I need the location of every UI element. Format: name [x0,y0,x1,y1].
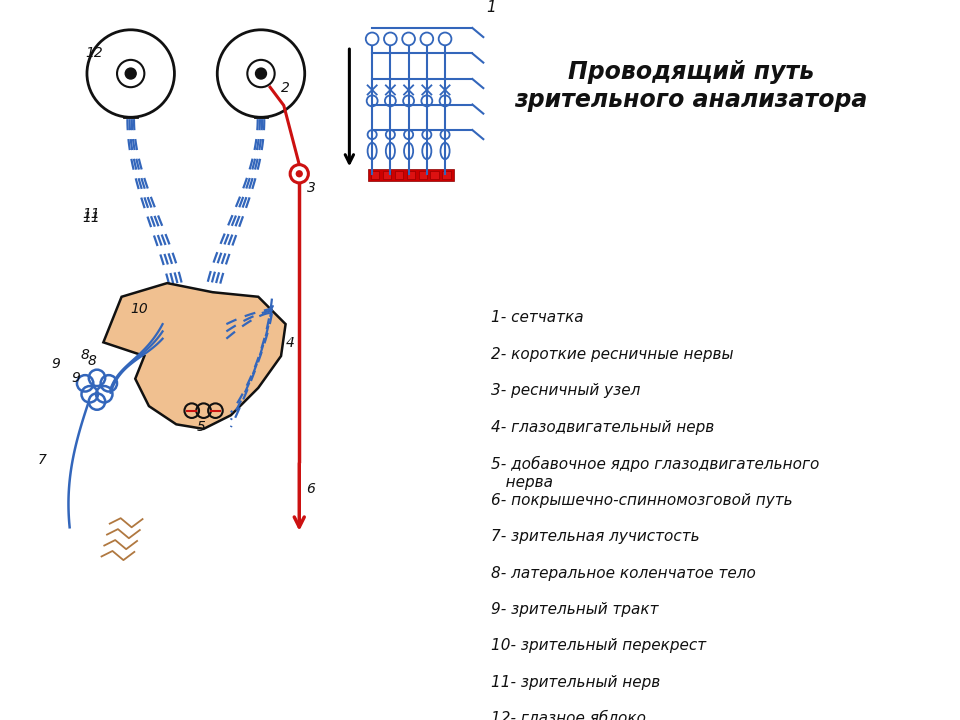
Bar [368,169,454,181]
Circle shape [290,165,308,183]
Text: 7- зрительная лучистость: 7- зрительная лучистость [491,529,699,544]
Text: 1- сетчатка: 1- сетчатка [491,310,584,325]
Bar [372,171,379,179]
Text: 2- короткие ресничные нервы: 2- короткие ресничные нервы [491,347,733,362]
Text: 11: 11 [83,211,100,225]
Text: 3: 3 [306,181,316,195]
Polygon shape [104,283,285,429]
Text: 11- зрительный нерв: 11- зрительный нерв [491,675,660,690]
Bar [395,171,403,179]
Text: 11: 11 [83,207,100,220]
Circle shape [125,68,136,79]
Text: 12: 12 [85,46,103,60]
Text: 7: 7 [37,452,47,467]
Bar [383,171,392,179]
Text: 10- зрительный перекрест: 10- зрительный перекрест [491,639,706,654]
Text: 4: 4 [285,336,295,350]
Text: 3- ресничный узел: 3- ресничный узел [491,383,640,398]
Text: 6: 6 [306,482,316,495]
Bar [443,171,450,179]
Bar [419,171,427,179]
Text: 2: 2 [281,81,290,95]
Text: 5- добавочное ядро глазодвигательного
   нерва: 5- добавочное ядро глазодвигательного не… [491,456,819,490]
Circle shape [296,170,303,177]
Circle shape [255,68,267,79]
Text: 1: 1 [486,0,495,14]
Text: 8: 8 [88,354,97,368]
Text: 9- зрительный тракт: 9- зрительный тракт [491,602,659,617]
Text: 5: 5 [196,420,205,433]
Bar [430,171,439,179]
Text: 12- глазное яблоко: 12- глазное яблоко [491,711,646,720]
Text: 6- покрышечно-спинномозговой путь: 6- покрышечно-спинномозговой путь [491,492,792,508]
Text: 9: 9 [71,371,81,384]
Text: Проводящий путь
зрительного анализатора: Проводящий путь зрительного анализатора [515,60,868,112]
Text: 8: 8 [81,348,89,361]
Bar [407,171,415,179]
Text: 10: 10 [131,302,149,316]
Text: 4- глазодвигательный нерв: 4- глазодвигательный нерв [491,420,714,435]
Text: 9: 9 [52,357,60,371]
Text: 8- латеральное коленчатое тело: 8- латеральное коленчатое тело [491,566,756,580]
